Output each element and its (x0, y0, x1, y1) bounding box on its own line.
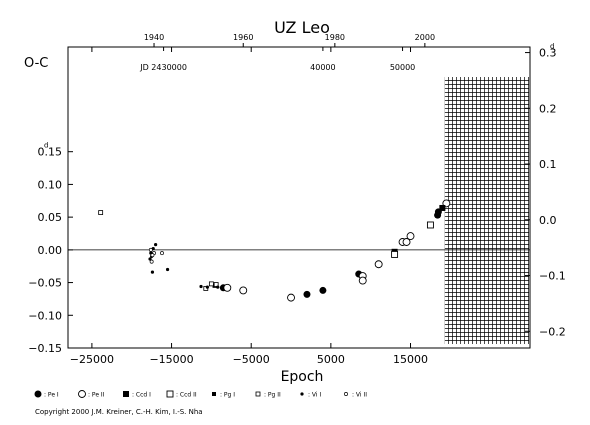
chart-title: UZ Leo (274, 18, 330, 37)
legend-label: : Vi II (352, 392, 367, 399)
data-point (154, 243, 158, 247)
data-point (239, 286, 248, 295)
data-point (358, 276, 367, 285)
legend-marker (123, 391, 129, 397)
legend-marker (78, 390, 86, 398)
right-unit-superscript: d (550, 43, 554, 51)
legend-label: : Pe I (44, 392, 59, 399)
legend-marker (34, 390, 42, 398)
legend-marker (344, 392, 348, 396)
year-tick-label: 1940 (144, 33, 164, 42)
x-tick-label: 15000 (393, 353, 428, 366)
data-point (148, 257, 152, 261)
year-tick-label: 1960 (233, 33, 253, 42)
x-tick-label: 5000 (317, 353, 345, 366)
data-point (426, 221, 434, 229)
legend-label: : Ccd I (132, 392, 151, 399)
y-tick-label: 0.00 (38, 244, 63, 257)
data-point (303, 290, 311, 298)
copyright-note: Copyright 2000 J.M. Kreiner, C.-H. Kim, … (35, 408, 203, 416)
data-point (213, 282, 219, 287)
future-hatched-region (444, 77, 529, 344)
data-point (148, 247, 153, 252)
legend-label: : Vi I (308, 392, 321, 399)
data-point (374, 260, 383, 269)
legend-marker (166, 390, 174, 398)
legend-label: : Pg II (264, 392, 281, 399)
right-tick-label: 0.2 (539, 102, 557, 115)
data-points (98, 199, 451, 302)
data-point (402, 238, 411, 246)
x-axis-label: Epoch (281, 369, 324, 385)
jd-tick-label: JD 2430000 (139, 63, 187, 72)
data-point (160, 251, 164, 256)
right-tick-label: 0.0 (539, 214, 557, 227)
year-tick-label: 2000 (415, 33, 435, 42)
x-tick-label: −5000 (233, 353, 270, 366)
legend-marker (300, 392, 304, 396)
y-tick-label: 0.15 (38, 146, 63, 159)
plot-frame (67, 46, 531, 349)
data-point (98, 210, 104, 215)
legend-marker (212, 392, 216, 396)
legend: : Pe I : Pe II : Ccd I : Ccd II : Pg I : Pg I… (34, 390, 367, 399)
jd-tick-label: 50000 (390, 63, 415, 72)
data-point (149, 259, 154, 264)
data-point (165, 267, 170, 272)
right-tick-label: −0.1 (539, 270, 566, 283)
data-point (216, 285, 220, 289)
y-tick-label: −0.05 (28, 277, 62, 290)
y-tick-label: −0.10 (28, 309, 62, 322)
year-tick-label: 1980 (325, 33, 345, 42)
data-point (319, 286, 327, 294)
x-tick-label: −15000 (149, 353, 193, 366)
data-point (205, 285, 209, 289)
y-tick-label: 0.05 (38, 211, 63, 224)
data-point (150, 253, 155, 258)
right-tick-label: 0.1 (539, 158, 557, 171)
legend-label: : Ccd II (176, 392, 197, 399)
y-axis-label: O-C (24, 56, 48, 71)
data-point (150, 270, 155, 274)
data-point (406, 232, 415, 241)
legend-label: : Pe II (88, 392, 105, 399)
right-tick-label: 0.3 (539, 47, 557, 60)
data-point (287, 293, 295, 302)
data-point (391, 250, 399, 258)
legend-marker (255, 391, 261, 397)
data-point (208, 281, 214, 287)
y-tick-label: −0.15 (28, 342, 62, 355)
data-point (439, 204, 446, 211)
jd-tick-label: 40000 (310, 63, 335, 72)
data-point (199, 284, 203, 289)
x-tick-label: −25000 (70, 353, 114, 366)
y-tick-label: 0.10 (38, 178, 63, 191)
axes: −25000 −15000 −5000 5000 15000 −0.15 −0.10 −0.0… (28, 33, 565, 366)
right-tick-label: −0.2 (539, 325, 566, 338)
data-point (223, 283, 232, 292)
legend-label: : Pg I (220, 392, 235, 399)
y-unit-superscript: d (44, 142, 48, 150)
